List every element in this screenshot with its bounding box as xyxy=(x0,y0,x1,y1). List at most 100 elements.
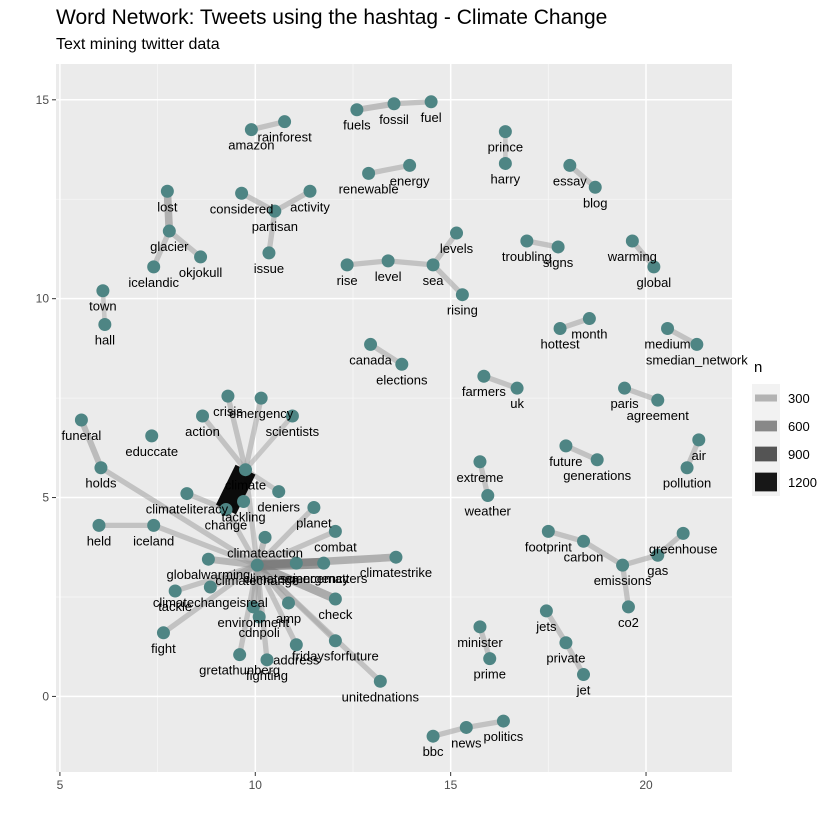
chart-subtitle: Text mining twitter data xyxy=(56,36,220,53)
edge-sea-rising xyxy=(431,263,465,297)
node-combat xyxy=(328,524,342,538)
node-label-environment: environment xyxy=(218,615,290,630)
node-label-paris: paris xyxy=(610,396,639,411)
node-label-amp: amp xyxy=(276,611,301,626)
edge-climatechange-holds xyxy=(99,465,259,568)
node-label-air: air xyxy=(692,448,707,463)
node-okjokull xyxy=(194,250,208,264)
node-label-okjokull: okjokull xyxy=(179,265,222,280)
y-tick-label: 5 xyxy=(42,491,49,505)
node-fighting xyxy=(260,653,274,667)
node-label-farmers: farmers xyxy=(462,384,507,399)
edge-climatechange-environment xyxy=(250,564,261,608)
node-label-generations: generations xyxy=(563,468,631,483)
node-bbc xyxy=(426,729,440,743)
node-fossil xyxy=(387,97,401,111)
edge-change-climateliteracy xyxy=(185,491,227,512)
node-climateliteracy xyxy=(180,487,194,501)
node-label-glacier: glacier xyxy=(150,239,189,254)
node-glacier xyxy=(162,224,176,238)
edge-climatechange-address xyxy=(254,563,299,646)
node-label-activity: activity xyxy=(290,199,330,214)
node-greenhouse xyxy=(676,526,690,540)
node-signs xyxy=(551,240,565,254)
node-label-greenhouse: greenhouse xyxy=(649,541,718,556)
node-label-extreme: extreme xyxy=(456,470,503,485)
node-label-global: global xyxy=(636,275,671,290)
node-label-sciencematters: sciencematters xyxy=(280,571,368,586)
node-carbon xyxy=(577,534,591,548)
edge-rise-level xyxy=(346,258,389,268)
x-tick-label: 5 xyxy=(57,778,64,792)
edge-climate-change xyxy=(216,464,256,515)
node-label-educcate: educcate xyxy=(125,444,178,459)
node-tackling xyxy=(237,495,251,509)
node-issue xyxy=(262,246,276,260)
y-tick-label: 10 xyxy=(36,292,50,306)
node-label-fridaysforfuture: fridaysforfuture xyxy=(292,649,379,664)
node-label-climatestrike: climatestrike xyxy=(360,565,432,580)
node-considered xyxy=(235,186,249,200)
node-smedian_network xyxy=(690,337,704,351)
node-label-crisis: crisis xyxy=(213,404,243,419)
node-label-icelandic: icelandic xyxy=(128,275,179,290)
node-tackle xyxy=(168,584,182,598)
edge-climatechange-fight xyxy=(161,563,259,635)
node-politics xyxy=(496,714,510,728)
node-label-harry: harry xyxy=(491,171,521,186)
legend-label-900: 900 xyxy=(788,447,810,462)
node-amp xyxy=(281,596,295,610)
node-address xyxy=(289,638,303,652)
node-label-hottest: hottest xyxy=(541,337,580,352)
node-label-level: level xyxy=(375,269,402,284)
chart-title: Word Network: Tweets using the hashtag -… xyxy=(56,6,608,29)
node-label-essay: essay xyxy=(553,173,587,188)
node-label-politics: politics xyxy=(484,729,524,744)
node-iceland xyxy=(147,518,161,532)
edge-level-sea xyxy=(387,258,434,268)
node-label-scientists: scientists xyxy=(266,424,320,439)
node-level xyxy=(381,254,395,268)
node-label-energy: energy xyxy=(390,173,430,188)
node-funeral xyxy=(74,413,88,427)
node-icelandic xyxy=(147,260,161,274)
node-label-deniers: deniers xyxy=(257,500,300,515)
node-essay xyxy=(563,158,577,172)
node-label-private: private xyxy=(546,651,585,666)
node-label-tackling: tackling xyxy=(222,510,266,525)
node-energy xyxy=(403,158,417,172)
edge-climate-scientists xyxy=(243,414,295,472)
edge-climatechange-globalwarming xyxy=(207,555,258,569)
node-planet xyxy=(307,500,321,514)
node-label-pollution: pollution xyxy=(663,476,711,491)
node-label-medium: medium xyxy=(644,337,690,352)
node-label-canada: canada xyxy=(349,352,392,367)
y-tick-label: 0 xyxy=(42,689,49,703)
node-label-rise: rise xyxy=(337,273,358,288)
node-label-fuels: fuels xyxy=(343,118,371,133)
node-label-sea: sea xyxy=(423,273,445,288)
edge-climatechange-iceland xyxy=(152,522,259,568)
node-jets xyxy=(539,604,553,618)
edge-renewable-energy xyxy=(368,162,411,176)
node-label-levels: levels xyxy=(440,241,474,256)
node-label-month: month xyxy=(571,327,607,342)
node-rainforest xyxy=(278,115,292,129)
node-label-prince: prince xyxy=(488,140,523,155)
node-climateemergency xyxy=(289,556,303,570)
node-air xyxy=(692,433,706,447)
node-label-climateemergency: climateemergency xyxy=(244,571,350,586)
node-label-footprint: footprint xyxy=(525,539,572,554)
legend: n 300 600 900 1200 xyxy=(752,359,817,496)
node-label-smedian_network: smedian_network xyxy=(646,352,748,367)
node-warming xyxy=(625,234,639,248)
node-action xyxy=(196,409,210,423)
node-sea xyxy=(426,258,440,272)
node-layer xyxy=(74,95,706,743)
legend-title: n xyxy=(754,359,762,376)
axes: 5 10 15 20 0 5 10 15 xyxy=(36,93,653,792)
node-blog xyxy=(588,180,602,194)
node-label-emissions: emissions xyxy=(594,573,652,588)
node-extreme xyxy=(473,455,487,469)
